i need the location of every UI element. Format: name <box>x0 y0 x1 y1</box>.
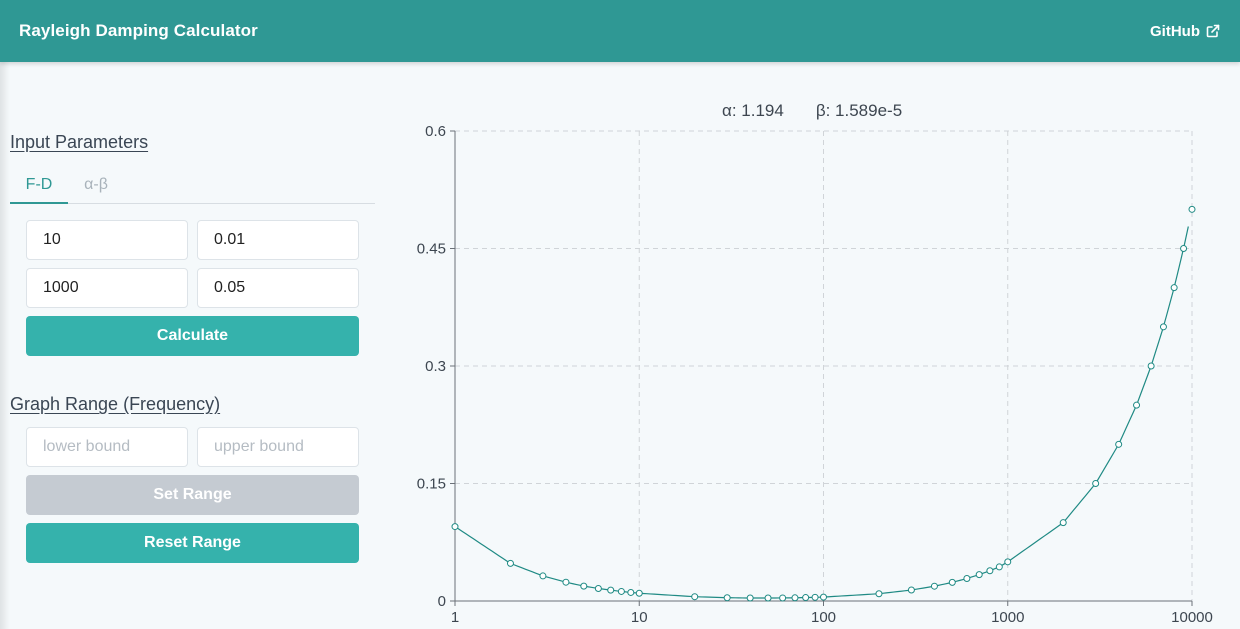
data-point <box>618 588 624 594</box>
data-point <box>931 583 937 589</box>
data-point <box>628 589 634 595</box>
data-point <box>1160 324 1166 330</box>
damping-ratio-chart: 0 0.15 0.3 0.45 0.6 1 10 100 1000 10000 <box>400 125 1230 629</box>
data-point <box>780 595 786 601</box>
data-point <box>636 590 642 596</box>
data-point <box>996 564 1002 570</box>
data-point <box>747 595 753 601</box>
tab-frequency-damping[interactable]: F-D <box>10 166 68 204</box>
y-tick-label: 0.45 <box>417 241 446 258</box>
tab-alpha-beta[interactable]: α-β <box>72 166 120 204</box>
data-point <box>1005 559 1011 565</box>
data-point <box>692 594 698 600</box>
damping-1-input[interactable] <box>197 220 359 260</box>
frequency-2-input[interactable] <box>26 268 188 308</box>
data-point <box>812 594 818 600</box>
y-tick-label: 0 <box>438 593 446 610</box>
external-link-icon <box>1206 24 1220 38</box>
github-label: GitHub <box>1150 23 1200 40</box>
damping-2-input[interactable] <box>197 268 359 308</box>
lower-bound-input[interactable] <box>26 427 188 467</box>
data-point <box>1189 206 1195 212</box>
data-point <box>821 594 827 600</box>
data-point <box>976 572 982 578</box>
data-point <box>595 585 601 591</box>
data-point <box>1134 402 1140 408</box>
input-mode-tabs: F-D α-β <box>10 166 375 204</box>
data-point <box>507 560 513 566</box>
data-point <box>1148 363 1154 369</box>
x-tick-label: 1 <box>451 609 459 626</box>
x-tick-label: 100 <box>811 609 836 626</box>
frequency-1-input[interactable] <box>26 220 188 260</box>
github-link[interactable]: GitHub <box>1150 23 1220 40</box>
upper-bound-input[interactable] <box>197 427 359 467</box>
data-point <box>563 579 569 585</box>
data-point <box>1060 520 1066 526</box>
beta-value: β: 1.589e-5 <box>816 101 902 120</box>
alpha-value: α: 1.194 <box>722 101 784 120</box>
y-tick-label: 0.3 <box>425 358 446 375</box>
panel-shadow <box>0 62 10 629</box>
calculate-button[interactable]: Calculate <box>26 316 359 356</box>
data-point <box>765 595 771 601</box>
data-point <box>452 524 458 530</box>
app-title: Rayleigh Damping Calculator <box>19 21 258 41</box>
data-point <box>949 579 955 585</box>
input-section-title: Input Parameters <box>10 132 148 153</box>
data-point <box>987 568 993 574</box>
y-tick-label: 0.15 <box>417 476 446 493</box>
data-point <box>1171 285 1177 291</box>
data-point <box>1181 246 1187 252</box>
x-tick-label: 1000 <box>991 609 1024 626</box>
damping-curve <box>455 226 1188 598</box>
data-point <box>1093 481 1099 487</box>
data-point <box>803 595 809 601</box>
app-header: Rayleigh Damping Calculator GitHub <box>0 0 1240 62</box>
data-point <box>581 583 587 589</box>
data-point <box>908 587 914 593</box>
set-range-button[interactable]: Set Range <box>26 475 359 515</box>
data-point <box>724 595 730 601</box>
x-tick-label: 10000 <box>1171 609 1213 626</box>
data-point <box>876 591 882 597</box>
data-point <box>608 587 614 593</box>
reset-range-button[interactable]: Reset Range <box>26 523 359 563</box>
data-point <box>1116 441 1122 447</box>
data-point <box>792 595 798 601</box>
x-tick-label: 10 <box>631 609 648 626</box>
result-parameters: α: 1.194 β: 1.589e-5 <box>722 101 902 121</box>
y-tick-label: 0.6 <box>425 125 446 140</box>
data-point <box>540 573 546 579</box>
range-section-title: Graph Range (Frequency) <box>10 394 220 415</box>
data-point <box>964 576 970 582</box>
